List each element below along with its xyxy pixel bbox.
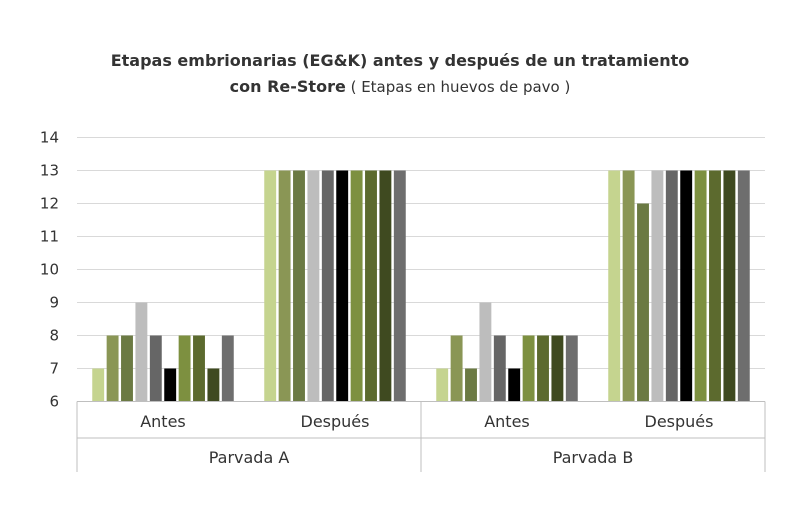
category-label: Antes <box>484 412 530 431</box>
y-tick-label: 12 <box>40 195 59 213</box>
bar <box>121 335 133 402</box>
bar <box>709 170 721 402</box>
chart-title-normal-part: ( Etapas en huevos de pavo ) <box>345 78 571 96</box>
bar <box>565 335 578 402</box>
bar <box>737 170 750 402</box>
chart-title-line-1: Etapas embrionarias (EG&K) antes y despu… <box>110 51 690 70</box>
bar <box>508 368 521 402</box>
bar <box>350 170 363 402</box>
bar <box>694 170 707 402</box>
y-tick-label: 13 <box>40 162 59 180</box>
bar <box>608 170 621 402</box>
y-tick-label: 9 <box>49 294 59 312</box>
bar <box>164 368 177 402</box>
bar <box>436 368 449 402</box>
bar <box>551 335 564 402</box>
bar <box>221 335 234 402</box>
y-tick-label: 6 <box>49 393 59 411</box>
bar <box>207 368 220 402</box>
y-tick-label: 14 <box>40 129 59 147</box>
bar <box>651 170 664 402</box>
bar <box>178 335 191 402</box>
bar <box>479 302 492 402</box>
bar <box>665 170 678 402</box>
bar <box>307 170 320 402</box>
bar <box>680 170 693 402</box>
category-label: Antes <box>140 412 186 431</box>
bar <box>522 335 535 402</box>
category-label: Después <box>301 412 370 431</box>
bar <box>393 170 406 402</box>
bar <box>278 170 291 402</box>
bar <box>135 302 148 402</box>
bar <box>637 203 649 402</box>
chart-title-bold-part: con Re-Store <box>229 77 346 96</box>
bar <box>106 335 119 402</box>
bar <box>264 170 277 402</box>
y-tick-label: 11 <box>40 228 59 246</box>
chart-title-line-2: con Re-Store ( Etapas en huevos de pavo … <box>0 77 800 96</box>
y-tick-label: 8 <box>49 327 59 345</box>
group-label: Parvada B <box>553 448 634 467</box>
bar <box>465 368 477 402</box>
y-tick-label: 10 <box>40 261 59 279</box>
bar <box>365 170 377 402</box>
bar <box>622 170 635 402</box>
bar <box>149 335 162 402</box>
bar <box>193 335 205 402</box>
category-label: Después <box>645 412 714 431</box>
group-label: Parvada A <box>209 448 290 467</box>
y-tick-label: 7 <box>49 360 59 378</box>
bar <box>92 368 105 402</box>
bar <box>450 335 463 402</box>
bar <box>723 170 736 402</box>
bar <box>537 335 549 402</box>
bar <box>321 170 334 402</box>
bar <box>379 170 392 402</box>
bar <box>336 170 349 402</box>
bar <box>293 170 305 402</box>
bar <box>493 335 506 402</box>
